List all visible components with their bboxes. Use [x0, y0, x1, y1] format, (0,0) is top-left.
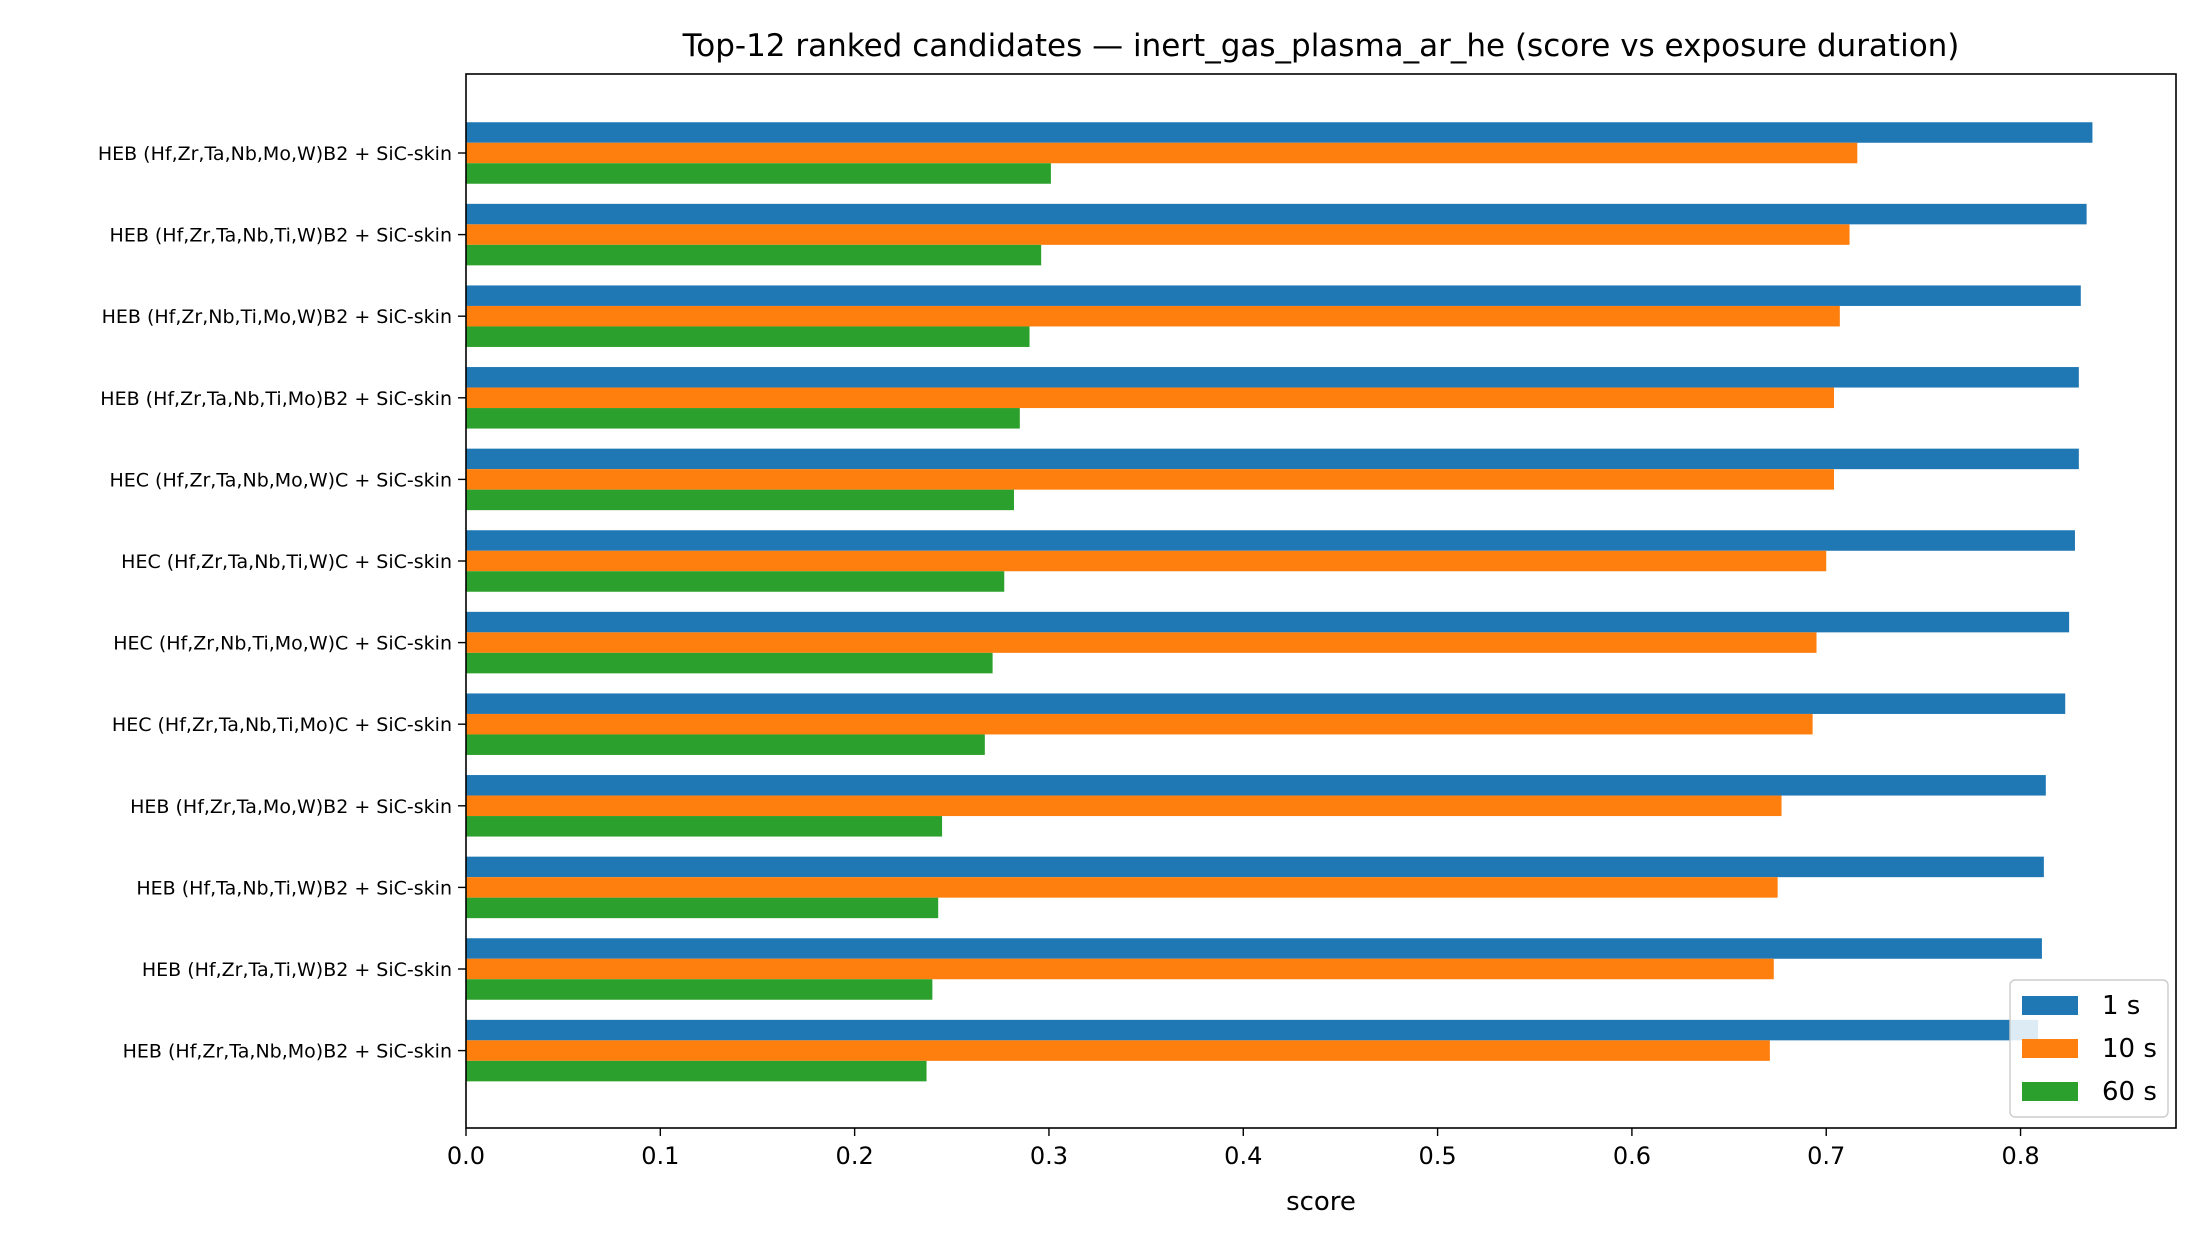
- bar-1s-4: [466, 367, 2079, 388]
- bar-60s-2: [466, 244, 1042, 266]
- bar-1s-6: [466, 530, 2075, 551]
- bar-10s-1: [466, 142, 1858, 164]
- legend-swatch-60s: [2022, 1082, 2078, 1101]
- bar-1s-10: [466, 856, 2044, 878]
- bar-60s-10: [466, 897, 939, 919]
- bar-60s-6: [466, 571, 1005, 592]
- bar-10s-2: [466, 224, 1850, 245]
- x-tick-label: 0.6: [1613, 1142, 1651, 1170]
- y-tick-label: HEB (Hf,Zr,Ta,Mo,W)B2 + SiC-skin: [130, 796, 452, 818]
- bar-10s-7: [466, 632, 1817, 653]
- bar-10s-11: [466, 958, 1774, 980]
- y-tick-label: HEC (Hf,Zr,Ta,Nb,Ti,W)C + SiC-skin: [121, 551, 452, 573]
- x-tick-label: 0.5: [1419, 1142, 1457, 1170]
- bar-1s-5: [466, 448, 2079, 470]
- bar-1s-2: [466, 203, 2087, 225]
- y-tick-label: HEC (Hf,Zr,Ta,Nb,Ti,Mo)C + SiC-skin: [112, 714, 452, 736]
- legend-label-60s: 60 s: [2102, 1077, 2157, 1107]
- bar-10s-4: [466, 387, 1834, 409]
- y-tick-label: HEC (Hf,Zr,Ta,Nb,Mo,W)C + SiC-skin: [109, 469, 452, 491]
- bar-1s-12: [466, 1019, 2039, 1041]
- x-tick-label: 0.1: [641, 1142, 679, 1170]
- legend-label-10s: 10 s: [2102, 1034, 2157, 1064]
- x-tick-label: 0.4: [1224, 1142, 1262, 1170]
- y-tick-label: HEB (Hf,Zr,Ta,Nb,Mo,W)B2 + SiC-skin: [98, 143, 452, 165]
- bar-10s-10: [466, 877, 1778, 898]
- bars: [466, 122, 2093, 1082]
- x-tick-label: 0.7: [1807, 1142, 1845, 1170]
- y-tick-label: HEB (Hf,Zr,Ta,Nb,Ti,W)B2 + SiC-skin: [110, 225, 452, 247]
- y-tick-label: HEB (Hf,Zr,Ta,Nb,Mo)B2 + SiC-skin: [123, 1041, 452, 1063]
- y-tick-label: HEB (Hf,Zr,Ta,Nb,Ti,Mo)B2 + SiC-skin: [100, 388, 452, 410]
- y-axis-ticks: HEB (Hf,Zr,Ta,Nb,Mo,W)B2 + SiC-skin HEB (…: [98, 143, 466, 1063]
- bar-1s-3: [466, 285, 2081, 306]
- bar-60s-4: [466, 408, 1020, 429]
- x-tick-label: 0.2: [836, 1142, 874, 1170]
- bar-1s-8: [466, 693, 2066, 714]
- x-tick-label: 0.3: [1030, 1142, 1068, 1170]
- legend: 1 s 10 s 60 s: [2009, 979, 2169, 1118]
- plot-frame: [465, 73, 2177, 1129]
- bar-10s-12: [466, 1040, 1770, 1061]
- bar-10s-3: [466, 305, 1840, 327]
- x-tick-label: 0.8: [2001, 1142, 2039, 1170]
- y-tick-label: HEB (Hf,Zr,Nb,Ti,Mo,W)B2 + SiC-skin: [102, 306, 452, 328]
- bar-10s-6: [466, 550, 1827, 572]
- bar-60s-9: [466, 816, 943, 837]
- legend-swatch-10s: [2022, 1039, 2078, 1058]
- bar-1s-9: [466, 775, 2046, 796]
- x-tick-label: 0.0: [447, 1142, 485, 1170]
- y-tick-label: HEB (Hf,Ta,Nb,Ti,W)B2 + SiC-skin: [136, 877, 452, 899]
- x-axis-label: score: [1286, 1187, 1356, 1217]
- bar-1s-11: [466, 938, 2042, 959]
- y-tick-label: HEB (Hf,Zr,Ta,Ti,W)B2 + SiC-skin: [142, 959, 452, 981]
- bar-60s-5: [466, 489, 1014, 511]
- bar-60s-11: [466, 979, 933, 1000]
- bar-60s-12: [466, 1060, 927, 1082]
- bar-10s-8: [466, 713, 1813, 735]
- x-axis-ticks: 0.0 0.1 0.2 0.3 0.4 0.5 0.6 0.7 0.8: [447, 1128, 2040, 1170]
- bar-60s-8: [466, 734, 985, 755]
- bar-1s-1: [466, 122, 2093, 143]
- legend-swatch-1s: [2022, 996, 2078, 1015]
- bar-60s-3: [466, 326, 1030, 347]
- bar-10s-5: [466, 469, 1834, 490]
- legend-label-1s: 1 s: [2102, 991, 2140, 1021]
- y-tick-label: HEC (Hf,Zr,Nb,Ti,Mo,W)C + SiC-skin: [113, 633, 452, 655]
- bar-60s-1: [466, 163, 1051, 184]
- bar-60s-7: [466, 652, 993, 674]
- bar-1s-7: [466, 611, 2070, 633]
- chart-title: Top-12 ranked candidates — inert_gas_pla…: [682, 28, 1960, 64]
- bar-10s-9: [466, 795, 1782, 817]
